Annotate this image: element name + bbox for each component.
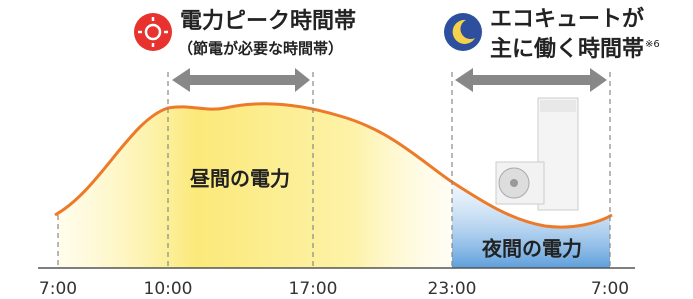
moon-icon: [444, 13, 482, 51]
day-label: 昼間の電力: [190, 167, 290, 191]
time-label: 10:00: [144, 279, 193, 299]
peak-arrow: [172, 68, 310, 92]
night-label: 夜間の電力: [481, 237, 582, 261]
product: [496, 98, 578, 210]
illustration: 電力ピーク時間帯 （節電が必要な時間帯） エコキュートが 主に働く時間帯 ※6 …: [0, 0, 693, 299]
ecocute-arrow: [455, 68, 607, 92]
footnote-mark: ※6: [645, 39, 660, 50]
ecocute-title: エコキュートが: [490, 6, 644, 32]
peak-title: 電力ピーク時間帯: [180, 8, 356, 34]
time-label: 17:00: [289, 279, 338, 299]
time-label: 7:00: [39, 279, 77, 299]
peak-subtitle: （節電が必要な時間帯）: [178, 40, 343, 58]
time-label: 7:00: [591, 279, 629, 299]
time-label: 23:00: [428, 279, 477, 299]
ecocute-title: 主に働く時間帯: [490, 36, 644, 62]
sun-icon: [134, 13, 172, 51]
